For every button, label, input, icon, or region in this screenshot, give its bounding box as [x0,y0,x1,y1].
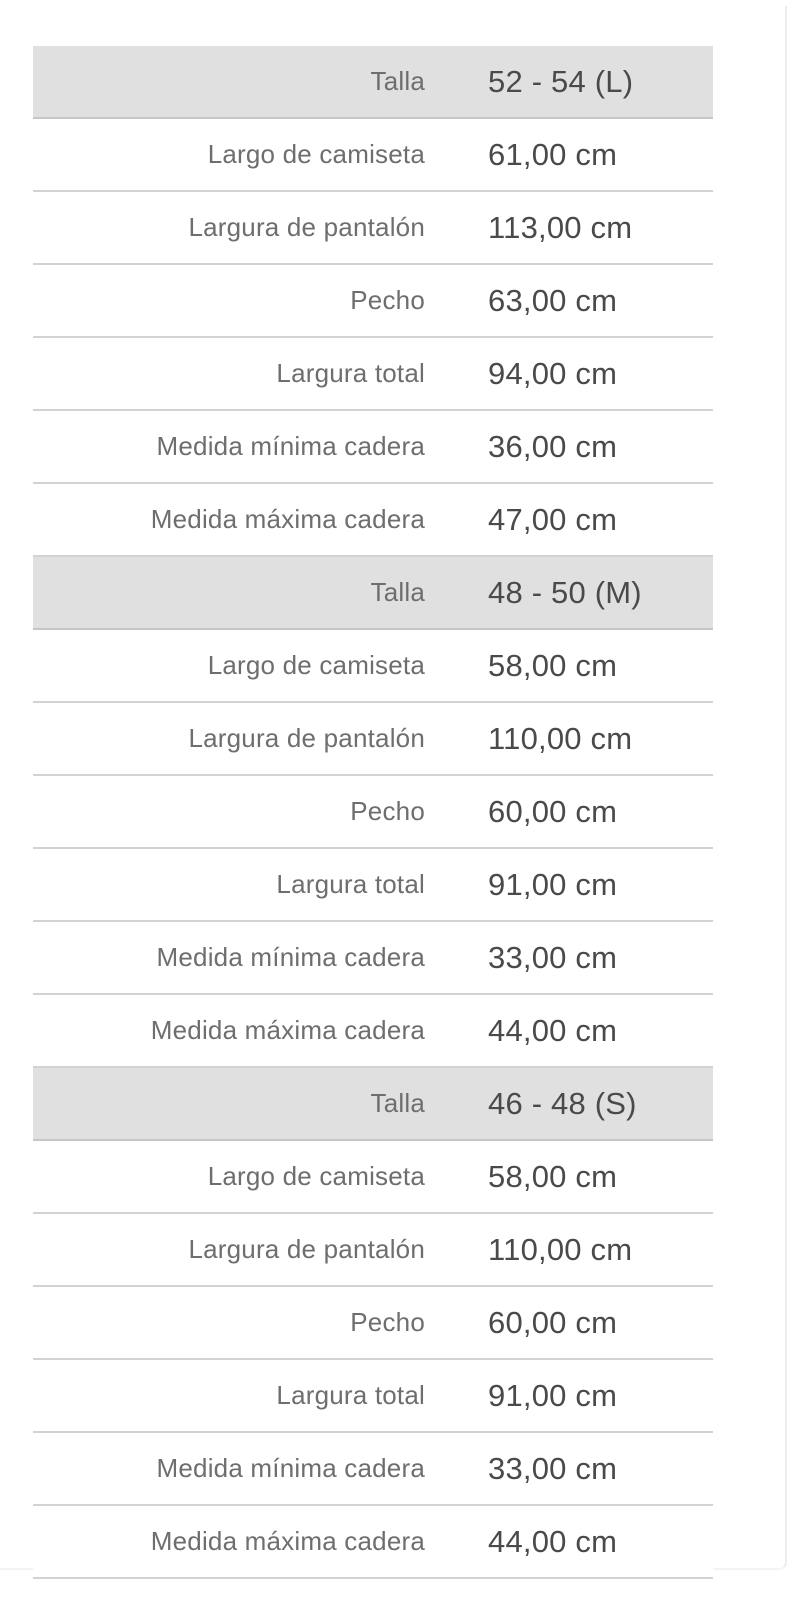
table-row: Medida máxima cadera 47,00 cm [33,484,713,557]
row-value: 60,00 cm [488,793,618,829]
table-row: Pecho 60,00 cm [33,1287,713,1360]
row-label: Medida máxima cadera [150,1526,425,1556]
row-label: Medida máxima cadera [150,504,425,534]
row-label: Largura total [276,358,425,388]
row-value: 94,00 cm [488,355,618,391]
row-label: Largo de camiseta [207,650,425,680]
row-label: Largo de camiseta [207,139,425,169]
table-row: Largura total 94,00 cm [33,338,713,411]
row-value: 44,00 cm [488,1012,618,1048]
table-row: Medida mínima cadera 36,00 cm [33,411,713,484]
row-label: Medida mínima cadera [156,1453,425,1483]
row-label: Medida mínima cadera [156,942,425,972]
size-header-value: 46 - 48 (S) [488,1085,637,1121]
size-header-label: Talla [370,577,425,607]
row-value: 113,00 cm [488,209,633,245]
size-header-value: 48 - 50 (M) [488,574,642,610]
row-value: 33,00 cm [488,1450,618,1486]
row-value: 33,00 cm [488,939,618,975]
row-value: 110,00 cm [488,1231,633,1267]
row-value: 61,00 cm [488,136,618,172]
size-header-row: Talla 52 - 54 (L) [33,46,713,119]
row-label: Pecho [350,796,425,826]
table-row: Largura de pantalón 113,00 cm [33,192,713,265]
table-row: Largo de camiseta 58,00 cm [33,630,713,703]
row-value: 91,00 cm [488,1377,618,1413]
table-row: Largo de camiseta 61,00 cm [33,119,713,192]
row-label: Medida máxima cadera [150,1015,425,1045]
table-row: Largura total 91,00 cm [33,1360,713,1433]
table-row: Largura de pantalón 110,00 cm [33,703,713,776]
row-value: 58,00 cm [488,1158,618,1194]
size-chart-table: Talla 52 - 54 (L) Largo de camiseta 61,0… [33,46,713,1579]
size-header-row: Talla 46 - 48 (S) [33,1068,713,1141]
row-value: 36,00 cm [488,428,618,464]
size-header-row: Talla 48 - 50 (M) [33,557,713,630]
row-label: Largura total [276,1380,425,1410]
table-row: Medida máxima cadera 44,00 cm [33,1506,713,1579]
table-row: Medida mínima cadera 33,00 cm [33,1433,713,1506]
size-header-label: Talla [370,1088,425,1118]
row-label: Largura de pantalón [188,1234,425,1264]
table-row: Medida mínima cadera 33,00 cm [33,922,713,995]
table-row: Pecho 63,00 cm [33,265,713,338]
row-value: 44,00 cm [488,1523,618,1559]
row-value: 58,00 cm [488,647,618,683]
table-row: Largura total 91,00 cm [33,849,713,922]
table-row: Largura de pantalón 110,00 cm [33,1214,713,1287]
table-row: Medida máxima cadera 44,00 cm [33,995,713,1068]
table-row: Largo de camiseta 58,00 cm [33,1141,713,1214]
row-label: Largura de pantalón [188,212,425,242]
row-label: Medida mínima cadera [156,431,425,461]
row-label: Pecho [350,285,425,315]
row-label: Pecho [350,1307,425,1337]
row-value: 60,00 cm [488,1304,618,1340]
size-header-label: Talla [370,66,425,96]
row-label: Largura total [276,869,425,899]
row-label: Largura de pantalón [188,723,425,753]
size-header-value: 52 - 54 (L) [488,63,634,99]
table-row: Pecho 60,00 cm [33,776,713,849]
row-value: 110,00 cm [488,720,633,756]
row-value: 47,00 cm [488,501,618,537]
row-label: Largo de camiseta [207,1161,425,1191]
row-value: 63,00 cm [488,282,618,318]
panel-border: Talla 52 - 54 (L) Largo de camiseta 61,0… [0,6,787,1579]
row-value: 91,00 cm [488,866,618,902]
